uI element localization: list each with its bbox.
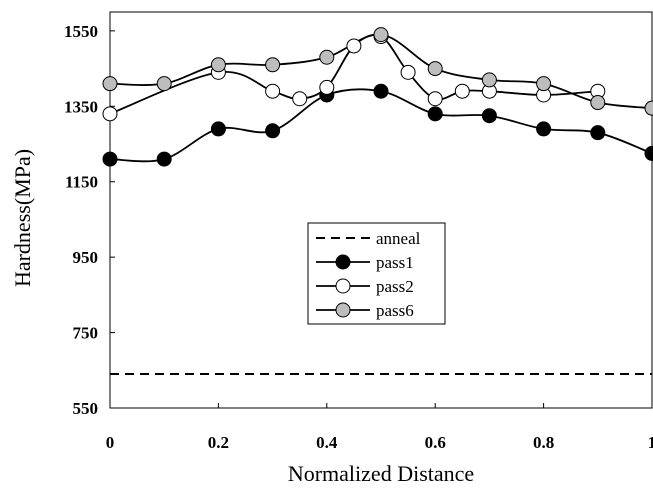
data-point-pass2 (427, 91, 443, 107)
y-tick-label: 950 (73, 248, 99, 267)
y-axis-title: Hardness(MPa) (10, 149, 35, 287)
legend-marker-pass2 (335, 278, 351, 294)
data-point-pass1 (590, 125, 606, 141)
y-tick-label: 750 (73, 324, 99, 343)
series-line-pass1 (109, 88, 653, 163)
x-axis-title: Normalized Distance (288, 461, 474, 484)
legend-label-pass6: pass6 (376, 301, 414, 320)
data-point-pass2 (292, 91, 308, 107)
data-point-pass1 (102, 151, 118, 167)
data-point-pass2 (400, 64, 416, 80)
data-point-pass1 (644, 145, 653, 161)
y-tick-label: 1350 (64, 97, 98, 116)
legend-label-pass1: pass1 (376, 253, 414, 272)
data-point-pass2 (265, 83, 281, 99)
data-point-pass6 (210, 57, 226, 73)
plot-area-border (109, 11, 653, 409)
legend-marker-pass1 (335, 254, 351, 270)
legend: anneal pass1 pass2 pass6 (307, 222, 446, 325)
data-point-pass6 (427, 61, 443, 77)
data-point-pass6 (156, 76, 172, 92)
data-point-pass6 (590, 95, 606, 111)
data-point-pass1 (265, 123, 281, 139)
data-point-pass2 (319, 79, 335, 95)
y-tick-label: 1550 (64, 22, 98, 41)
x-tick-label: 0.4 (316, 433, 338, 452)
data-point-pass1 (156, 151, 172, 167)
legend-label-anneal: anneal (376, 229, 421, 248)
data-point-pass1 (536, 121, 552, 137)
data-point-pass6 (644, 100, 653, 116)
data-point-pass2 (102, 106, 118, 122)
legend-marker-pass6 (335, 302, 351, 318)
data-point-pass1 (427, 106, 443, 122)
data-point-pass2 (346, 38, 362, 54)
plot-frame-layer (109, 11, 653, 409)
data-point-pass6 (481, 72, 497, 88)
data-point-pass1 (210, 121, 226, 137)
data-point-pass6 (265, 57, 281, 73)
x-tick-label: 0.2 (208, 433, 229, 452)
data-point-pass1 (481, 108, 497, 124)
x-tick-label: 1 (648, 433, 653, 452)
series-layer (102, 27, 653, 376)
data-point-pass6 (102, 76, 118, 92)
axis-layer: 550 750 950 1150 1350 1550 0 0.2 0.4 0.6 0.8 1 (64, 22, 653, 452)
legend-box (307, 222, 446, 325)
legend-label-pass2: pass2 (376, 277, 414, 296)
x-tick-label: 0.6 (425, 433, 446, 452)
y-tick-label: 1150 (65, 173, 98, 192)
data-point-pass6 (373, 27, 389, 43)
data-point-pass6 (319, 49, 335, 65)
x-tick-label: 0.8 (533, 433, 554, 452)
data-point-pass6 (536, 76, 552, 92)
y-tick-label: 550 (73, 399, 99, 418)
x-tick-label: 0 (106, 433, 115, 452)
data-point-pass2 (454, 83, 470, 99)
data-point-pass1 (373, 83, 389, 99)
